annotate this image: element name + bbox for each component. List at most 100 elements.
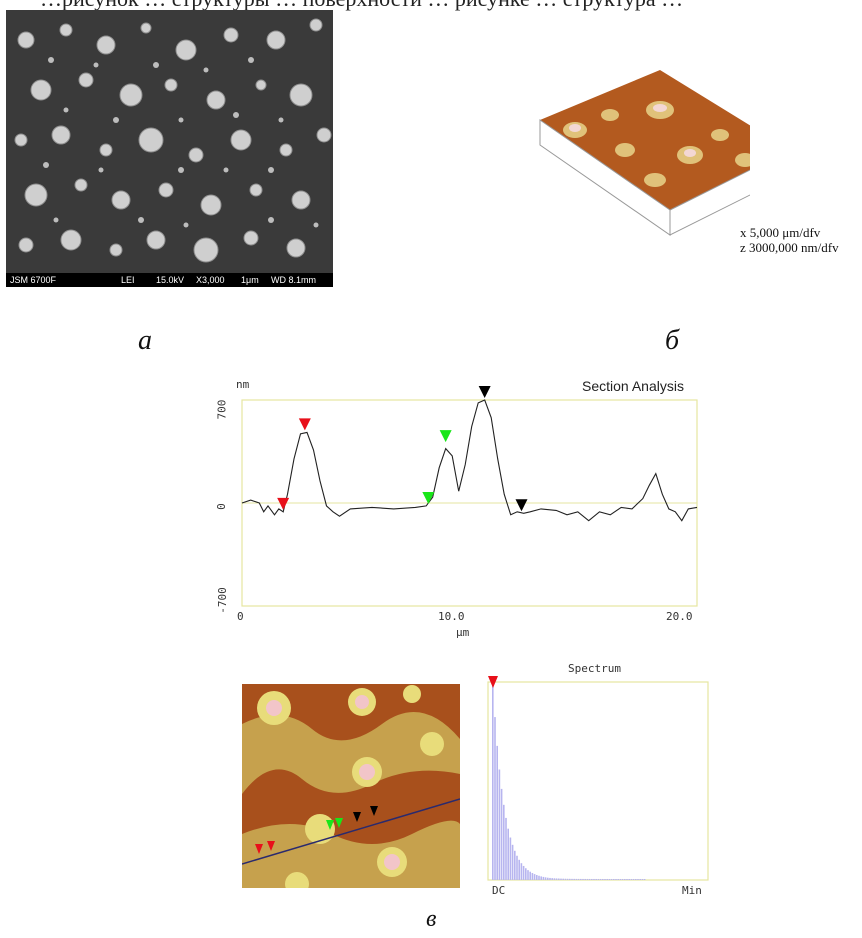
spectrum-marker-red [488, 676, 498, 688]
caption-c: в [426, 906, 437, 932]
sem-voltage: 15.0kV [156, 275, 185, 285]
y-tick-minus-700: -700 [215, 587, 229, 614]
section-analysis-chart: nm Section Analysis 700 0 -700 0 10.0 20… [206, 378, 706, 648]
spectrum-bar [531, 873, 534, 880]
spectrum-bar [498, 769, 501, 880]
spectrum-bar [496, 745, 498, 880]
marker-black-2 [370, 806, 378, 816]
spectrum-svg [487, 676, 709, 881]
y-tick-0: 0 [214, 503, 228, 510]
marker-red-1 [255, 844, 263, 854]
spectrum-bar [525, 868, 527, 880]
caption-a: а [138, 325, 152, 356]
spectrum-chart: Spectrum DC Min [486, 662, 716, 910]
spectrum-bar [595, 878, 597, 880]
spectrum-bar [615, 878, 617, 880]
sem-mode: LEI [121, 275, 135, 285]
spectrum-bar [566, 878, 569, 880]
profile-marker-black-5 [515, 499, 528, 512]
spectrum-bar [558, 878, 560, 880]
spectrum-bar [514, 850, 516, 880]
spectrum-bar [509, 837, 512, 880]
spectrum-bar [610, 878, 613, 880]
afm-x-scale: x 5,000 μm/dfv [740, 225, 821, 240]
spectrum-bar [602, 878, 604, 880]
spectrum-bar [593, 878, 595, 880]
spectrum-bar [626, 878, 628, 880]
spectrum-bar [577, 878, 580, 880]
spectrum-bar [580, 878, 582, 880]
spectrum-bar [549, 877, 551, 880]
spectrum-bar [624, 878, 626, 880]
spectrum-bar [621, 878, 624, 880]
x-tick-0: 0 [237, 610, 244, 623]
spectrum-bar [599, 878, 602, 880]
profile-marker-green-3 [422, 491, 435, 504]
section-analysis-svg [241, 386, 698, 607]
spectrum-bar [591, 878, 593, 880]
spectrum-bar [540, 876, 542, 880]
caption-b: б [665, 325, 680, 356]
spectrum-bar [553, 878, 556, 880]
sem-magnification: X3,000 [196, 275, 225, 285]
spectrum-bar [522, 865, 525, 880]
spectrum-bar [505, 817, 507, 880]
chart-title: Section Analysis [582, 378, 684, 394]
spectrum-bar [529, 871, 531, 880]
x-unit-label: μm [456, 626, 470, 639]
spectrum-bar [604, 878, 606, 880]
marker-red-2 [267, 841, 275, 851]
spectrum-bar [639, 878, 641, 880]
x-tick-10: 10.0 [438, 610, 465, 623]
top-text-fragment: …рисунок … структуры … поверхности … рис… [40, 0, 860, 12]
marker-green-2 [335, 818, 343, 828]
spectrum-bar [637, 878, 639, 880]
sem-working-distance: WD 8.1mm [271, 275, 316, 285]
spectrum-bar [632, 878, 635, 880]
spectrum-bar [617, 878, 619, 880]
spectrum-bar [538, 875, 540, 880]
spectrum-bar [584, 878, 586, 880]
spectrum-bar [630, 878, 633, 880]
profile-marker-green-2 [439, 430, 452, 443]
spectrum-bar [555, 878, 558, 880]
spectrum-bar [635, 878, 637, 880]
spectrum-bar [516, 855, 518, 880]
spectrum-title: Spectrum [568, 662, 621, 675]
afm-2d-topography [241, 684, 461, 896]
profile-marker-black-4 [478, 386, 491, 398]
sem-model: JSM 6700F [10, 275, 57, 285]
spectrum-bar [562, 878, 564, 880]
spectrum-bar [494, 717, 496, 880]
profile-marker-red-1 [277, 497, 290, 510]
spectrum-bar [613, 878, 615, 880]
spectrum-bar [518, 859, 520, 880]
spectrum-bar [571, 878, 573, 880]
spectrum-bar [544, 877, 547, 880]
y-tick-700: 700 [215, 399, 229, 420]
spectrum-x-left: DC [492, 884, 506, 897]
spectrum-bar [564, 878, 567, 880]
sem-info-bar: JSM 6700F LEI 15.0kV X3,000 1μm WD 8.1mm [6, 273, 333, 287]
spectrum-bar [520, 863, 523, 880]
spectrum-bar [533, 874, 536, 880]
spectrum-bar [582, 878, 584, 880]
sem-scale: 1μm [241, 275, 259, 285]
spectrum-bar [619, 878, 622, 880]
spectrum-bar [643, 878, 646, 880]
sem-particles [6, 10, 333, 273]
spectrum-bar [606, 878, 608, 880]
spectrum-bar [641, 878, 644, 880]
profile-line [241, 399, 698, 522]
spectrum-bar [492, 682, 494, 880]
spectrum-bar [575, 878, 578, 880]
spectrum-bar [547, 877, 549, 880]
spectrum-bar [511, 844, 514, 880]
spectrum-bar [569, 878, 571, 880]
marker-green-1 [326, 820, 334, 830]
spectrum-bar [628, 878, 630, 880]
spectrum-bar [551, 878, 553, 880]
profile-marker-red-0 [298, 418, 311, 431]
spectrum-bar [560, 878, 562, 880]
spectrum-bar [507, 828, 509, 880]
